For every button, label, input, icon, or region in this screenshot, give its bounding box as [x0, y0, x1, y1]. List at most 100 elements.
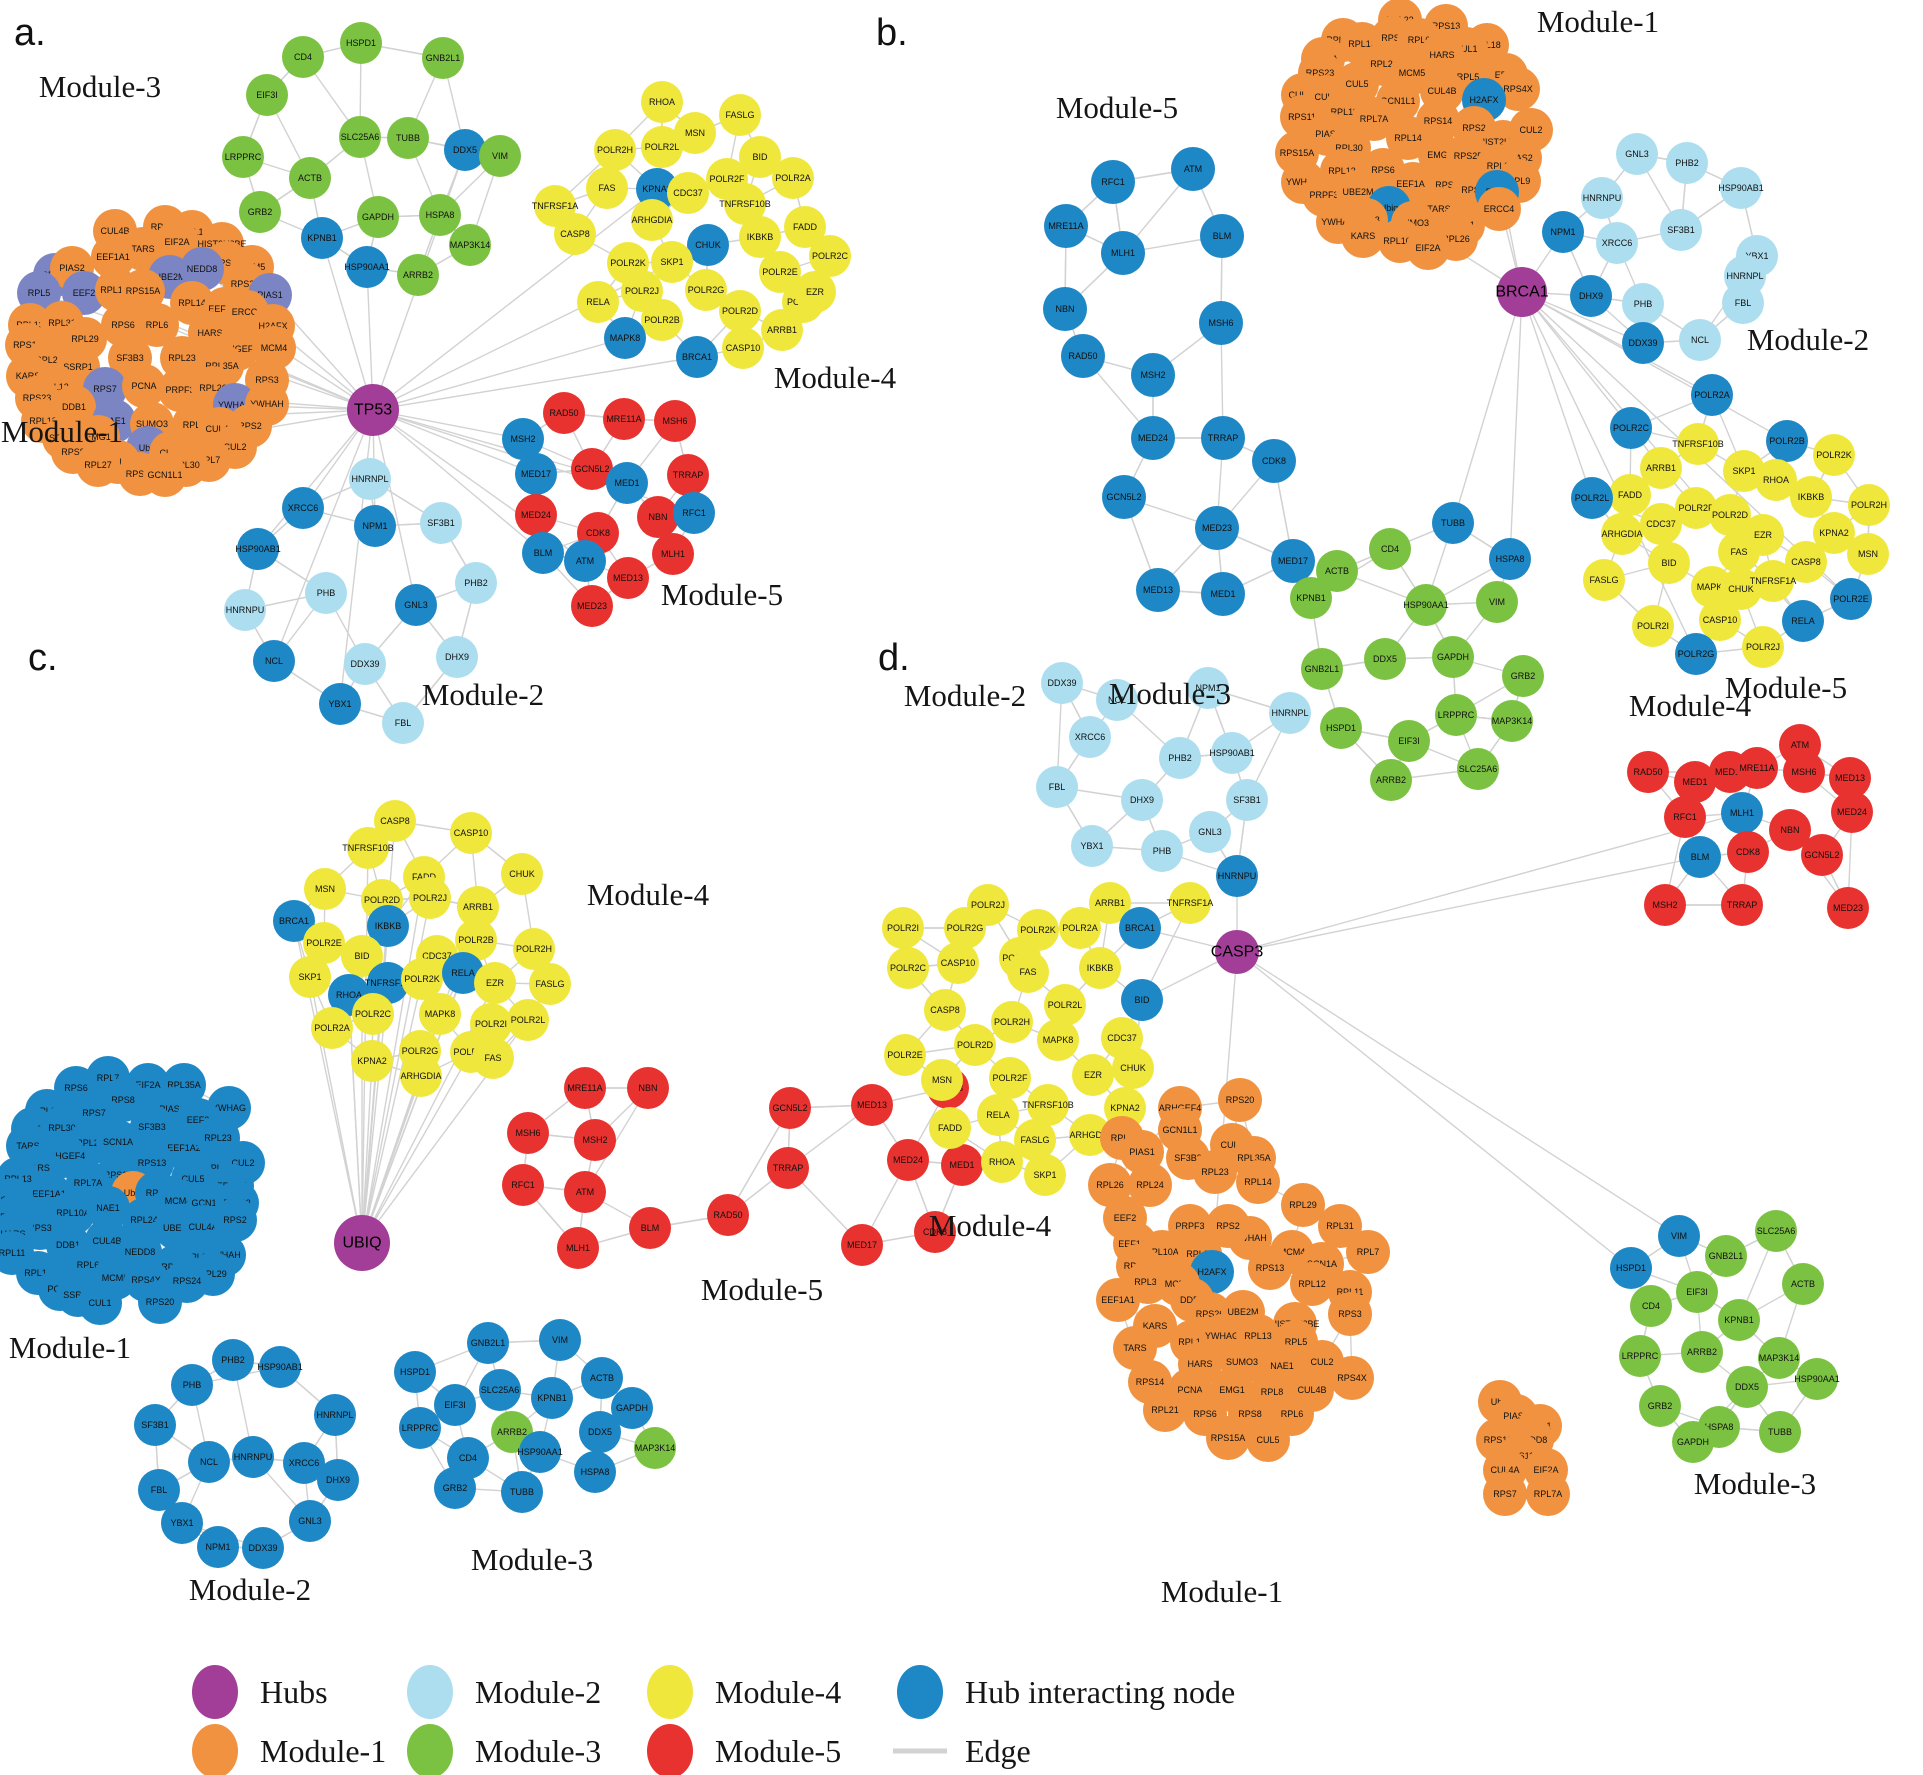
svg-text:EIF3I: EIF3I: [1398, 736, 1420, 746]
svg-text:EIF2A: EIF2A: [1533, 1465, 1558, 1475]
svg-text:POLR2J: POLR2J: [625, 286, 659, 296]
node-a-ARHGDIA: ARHGDIA: [631, 199, 673, 241]
node-b-BLM: BLM: [1200, 214, 1244, 258]
svg-text:POLR2D: POLR2D: [722, 306, 759, 316]
legend-label: Module-1: [260, 1733, 386, 1769]
svg-text:RPS7: RPS7: [82, 1108, 106, 1118]
svg-text:XRCC6: XRCC6: [289, 1458, 320, 1468]
node-c-SF3B1: SF3B1: [134, 1404, 176, 1446]
svg-text:ATM: ATM: [576, 556, 594, 566]
svg-text:HNRNPL: HNRNPL: [1726, 271, 1763, 281]
svg-text:RAD50: RAD50: [713, 1210, 742, 1220]
svg-text:FAS: FAS: [598, 183, 615, 193]
svg-text:IKBKB: IKBKB: [1798, 492, 1825, 502]
svg-text:EMG1: EMG1: [85, 432, 111, 442]
node-d-BRCA1: BRCA1: [1119, 907, 1161, 949]
svg-text:PIAS2: PIAS2: [1507, 153, 1533, 163]
svg-text:MED17: MED17: [847, 1240, 877, 1250]
svg-text:RPL35A: RPL35A: [167, 1080, 201, 1090]
node-c-KPNB1: KPNB1: [531, 1377, 573, 1419]
svg-text:CD4: CD4: [1642, 1301, 1660, 1311]
svg-text:GNB2L1: GNB2L1: [471, 1338, 506, 1348]
node-a-SF3B1: SF3B1: [420, 502, 462, 544]
legend-swatch: [647, 1665, 693, 1719]
node-c-CASP10: CASP10: [450, 812, 492, 854]
svg-text:TP53: TP53: [354, 402, 392, 419]
svg-text:RPL12: RPL12: [1298, 1279, 1326, 1289]
svg-text:CUL4B: CUL4B: [1427, 86, 1456, 96]
svg-text:POLR2C: POLR2C: [355, 1009, 392, 1019]
svg-text:ARRB1: ARRB1: [463, 902, 493, 912]
svg-text:HNRNPL: HNRNPL: [1271, 708, 1308, 718]
svg-text:HSP90AA1: HSP90AA1: [517, 1447, 563, 1457]
node-c-FAS: FAS: [472, 1037, 514, 1079]
node-c-RPS2: RPS2: [213, 1198, 257, 1242]
svg-text:FAS: FAS: [1730, 547, 1747, 557]
svg-text:CUL5: CUL5: [1256, 1435, 1279, 1445]
svg-text:RPL26: RPL26: [199, 383, 227, 393]
svg-text:RPS13: RPS13: [138, 1158, 167, 1168]
node-d-PHB2: PHB2: [1159, 737, 1201, 779]
svg-text:MED17: MED17: [1715, 767, 1745, 777]
svg-text:CUL2: CUL2: [223, 442, 246, 452]
node-d-RHOA: RHOA: [981, 1141, 1023, 1183]
svg-text:POLR2H: POLR2H: [597, 145, 633, 155]
svg-text:RAD50: RAD50: [1633, 767, 1662, 777]
svg-text:MCM5: MCM5: [102, 1273, 129, 1283]
svg-text:CDC37: CDC37: [673, 188, 703, 198]
svg-text:CUL4A: CUL4A: [1490, 1465, 1519, 1475]
svg-text:PRPF3: PRPF3: [1175, 1221, 1204, 1231]
node-a-HNRNPL: HNRNPL: [349, 458, 391, 500]
svg-text:MED1: MED1: [614, 478, 639, 488]
svg-text:DDX5: DDX5: [588, 1427, 612, 1437]
svg-text:RPL10A: RPL10A: [56, 1208, 90, 1218]
svg-text:RPS26: RPS26: [1196, 1309, 1225, 1319]
node-d-GNB2L1: GNB2L1: [1705, 1235, 1747, 1277]
svg-text:CDC37: CDC37: [1646, 519, 1676, 529]
svg-text:CD4: CD4: [1381, 544, 1399, 554]
node-b-MED13: MED13: [1136, 568, 1180, 612]
svg-text:MSN: MSN: [685, 128, 705, 138]
svg-text:IKBKB: IKBKB: [375, 921, 402, 931]
svg-text:BLM: BLM: [1213, 231, 1232, 241]
node-c-BLM: BLM: [629, 1207, 671, 1249]
svg-text:GCN1L1: GCN1L1: [1380, 96, 1415, 106]
svg-text:CDK8: CDK8: [923, 1227, 947, 1237]
svg-text:SF3B1: SF3B1: [1233, 795, 1261, 805]
svg-text:MLH1: MLH1: [1730, 808, 1754, 818]
legend-item-module-5: Module-5: [647, 1724, 841, 1775]
svg-text:CASP8: CASP8: [380, 816, 410, 826]
node-b-RFC1: RFC1: [1091, 160, 1135, 204]
svg-text:RAD50: RAD50: [549, 408, 578, 418]
svg-text:RPL35A: RPL35A: [1237, 1153, 1271, 1163]
svg-text:XRCC6: XRCC6: [1075, 732, 1106, 742]
node-a-PRPF3: PRPF3: [158, 368, 202, 412]
svg-text:RPS6: RPS6: [111, 320, 135, 330]
svg-text:RPL31: RPL31: [48, 318, 76, 328]
svg-text:RPS16: RPS16: [104, 1170, 133, 1180]
svg-text:GNB2L1: GNB2L1: [1305, 664, 1340, 674]
node-d-FAS: FAS: [1007, 951, 1049, 993]
svg-text:RPL18: RPL18: [24, 1268, 52, 1278]
node-b-DDX5: DDX5: [1364, 638, 1406, 680]
node-a-MED24: MED24: [515, 494, 557, 536]
svg-text:CUL4A: CUL4A: [205, 424, 234, 434]
svg-text:EZR: EZR: [806, 287, 825, 297]
node-c-NPM1: NPM1: [197, 1526, 239, 1568]
node-d-HSP90AA1: HSP90AA1: [1794, 1358, 1840, 1400]
node-d-RPL24: RPL24: [1128, 1163, 1172, 1207]
svg-text:DHX9: DHX9: [326, 1475, 350, 1485]
node-a-MAP3K14: MAP3K14: [449, 224, 491, 266]
node-d-MED24: MED24: [1831, 791, 1873, 833]
node-a-NBN: NBN: [637, 496, 679, 538]
node-b-LRPPRC: LRPPRC: [1435, 694, 1477, 736]
svg-text:POLR2B: POLR2B: [644, 315, 680, 325]
svg-text:RPL35A: RPL35A: [205, 361, 239, 371]
svg-text:RAD50: RAD50: [1068, 351, 1097, 361]
node-c-POLR2J: POLR2J: [409, 877, 451, 919]
node-d-DDX5: DDX5: [1726, 1366, 1768, 1408]
svg-text:MED1: MED1: [949, 1160, 974, 1170]
node-a-GAPDH: GAPDH: [357, 196, 399, 238]
node-c-MED17: MED17: [841, 1224, 883, 1266]
